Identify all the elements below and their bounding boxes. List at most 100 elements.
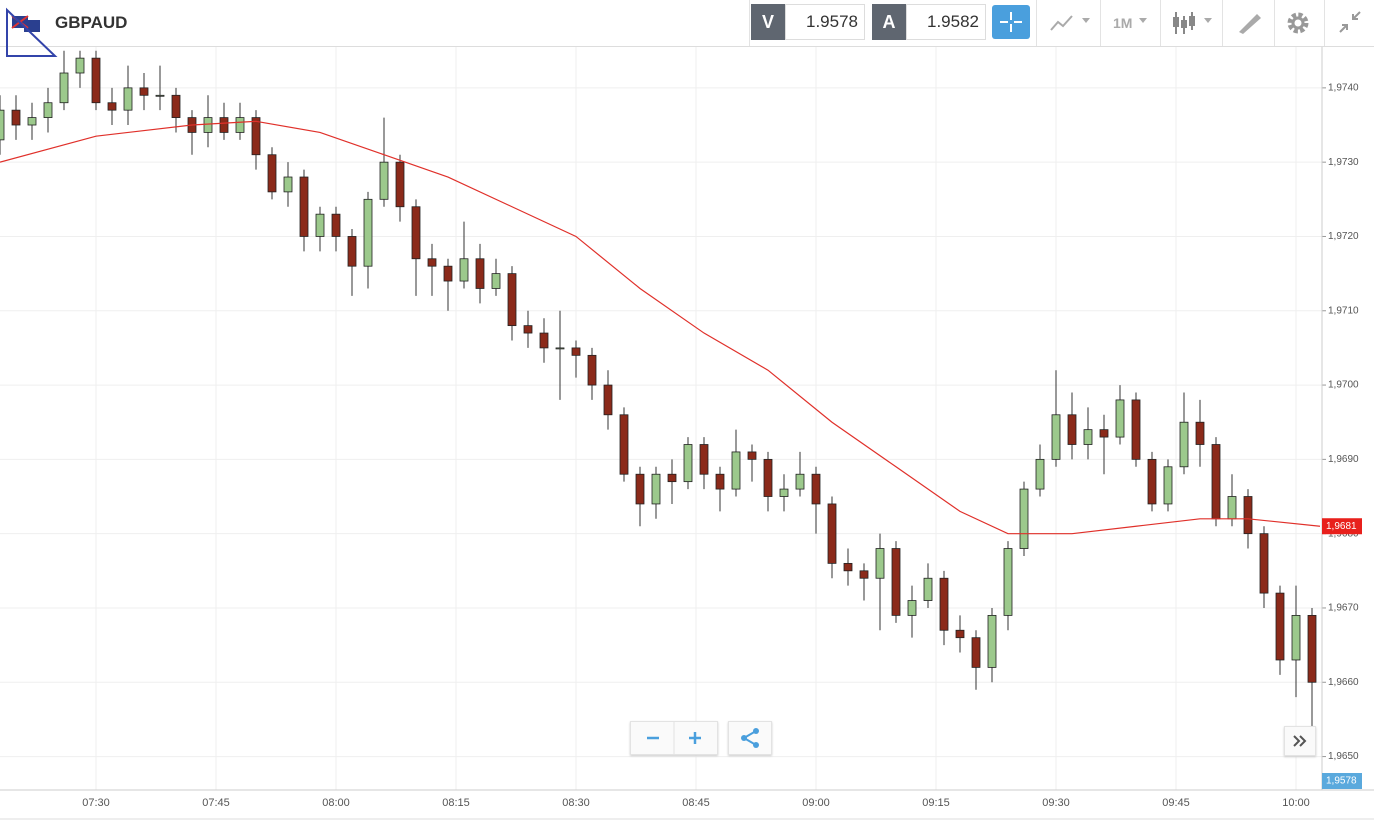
candle-body bbox=[1051, 414, 1061, 460]
candle-body bbox=[75, 57, 85, 74]
indicator-button[interactable] bbox=[1048, 8, 1098, 38]
candle-body bbox=[907, 600, 917, 616]
candle-body bbox=[219, 117, 229, 133]
candle-body bbox=[459, 258, 469, 282]
candle-body bbox=[763, 458, 773, 497]
x-tick-label: 08:00 bbox=[322, 797, 350, 809]
candle-body bbox=[987, 614, 997, 668]
zoom-buttons bbox=[630, 721, 718, 755]
candle-body bbox=[43, 102, 53, 118]
x-tick-label: 09:45 bbox=[1162, 797, 1190, 809]
candle-body bbox=[203, 117, 213, 133]
candle-body bbox=[843, 562, 853, 572]
bid-tag-label: 1,9578 bbox=[1326, 776, 1357, 787]
y-tick-label: 1,9700 bbox=[1328, 380, 1359, 391]
candle-body bbox=[555, 347, 565, 350]
candle-body bbox=[955, 629, 965, 639]
candle-body bbox=[875, 548, 885, 579]
x-tick-label: 07:45 bbox=[202, 797, 230, 809]
candle-body bbox=[827, 503, 837, 564]
candle-body bbox=[91, 57, 101, 104]
timeframe-arrow[interactable] bbox=[1138, 17, 1152, 27]
candle-body bbox=[1163, 466, 1173, 505]
candle-body bbox=[1003, 548, 1013, 616]
candle-body bbox=[651, 473, 661, 505]
buy-price[interactable]: 1.9582 bbox=[906, 4, 986, 40]
y-tick-label: 1,9660 bbox=[1328, 677, 1359, 688]
settings-button[interactable] bbox=[1284, 8, 1314, 38]
share-button[interactable] bbox=[728, 721, 772, 755]
x-tick-label: 08:15 bbox=[442, 797, 470, 809]
y-tick-label: 1,9730 bbox=[1328, 157, 1359, 168]
x-tick-label: 08:45 bbox=[682, 797, 710, 809]
sell-price[interactable]: 1.9578 bbox=[785, 4, 865, 40]
candle-body bbox=[859, 570, 869, 579]
candle-body bbox=[603, 384, 613, 416]
candle-body bbox=[1195, 421, 1205, 445]
candle-body bbox=[699, 444, 709, 475]
candle-body bbox=[1275, 592, 1285, 661]
candle-body bbox=[491, 273, 501, 289]
candle-body bbox=[347, 236, 357, 267]
candle-body bbox=[811, 473, 821, 505]
buy-label[interactable]: A bbox=[872, 4, 906, 40]
y-tick-label: 1,9650 bbox=[1328, 751, 1359, 762]
candle-body bbox=[891, 548, 901, 616]
candle-body bbox=[635, 473, 645, 505]
plot-area bbox=[0, 47, 1374, 790]
x-tick-label: 10:00 bbox=[1282, 797, 1310, 809]
candle-body bbox=[395, 161, 405, 208]
candle-body bbox=[1115, 399, 1125, 438]
candle-body bbox=[1211, 444, 1221, 520]
candle-body bbox=[715, 473, 725, 490]
candle-body bbox=[1307, 614, 1317, 683]
flag-icon[interactable] bbox=[0, 0, 60, 60]
x-tick-label: 09:30 bbox=[1042, 797, 1070, 809]
scroll-end-button[interactable] bbox=[1284, 726, 1316, 756]
candle-body bbox=[299, 176, 309, 237]
candle-body bbox=[411, 206, 421, 260]
x-tick-label: 07:30 bbox=[82, 797, 110, 809]
x-tick-label: 08:30 bbox=[562, 797, 590, 809]
draw-button[interactable] bbox=[1235, 8, 1265, 38]
candle-body bbox=[427, 258, 437, 267]
candle-body bbox=[923, 577, 933, 601]
candle-body bbox=[747, 451, 757, 460]
candle-body bbox=[123, 87, 133, 111]
candle-body bbox=[507, 273, 517, 327]
candle-body bbox=[107, 102, 117, 111]
candle-body bbox=[59, 72, 69, 104]
candle-body bbox=[139, 87, 149, 96]
x-tick-label: 09:15 bbox=[922, 797, 950, 809]
zoom-icons[interactable] bbox=[631, 722, 717, 754]
y-tick-label: 1,9710 bbox=[1328, 305, 1359, 316]
sell-label[interactable]: V bbox=[751, 4, 785, 40]
candle-body bbox=[587, 354, 597, 386]
moving-average bbox=[0, 120, 1321, 535]
toolbar: GBPAUD V 1.9578 A 1.9582 1M bbox=[0, 0, 1374, 57]
ma-price-tag bbox=[1322, 518, 1362, 535]
crosshair-button[interactable] bbox=[992, 5, 1030, 39]
symbol: GBPAUD bbox=[55, 13, 128, 32]
candle-body bbox=[971, 637, 981, 668]
candle-body bbox=[667, 473, 677, 483]
candle-body bbox=[1067, 414, 1077, 445]
candle-body bbox=[1035, 458, 1045, 490]
candle-body bbox=[267, 154, 277, 193]
candle-body bbox=[475, 258, 485, 289]
collapse-button[interactable] bbox=[1336, 8, 1366, 38]
candle-body bbox=[251, 117, 261, 156]
candle-body bbox=[1227, 496, 1237, 520]
timeframe[interactable]: 1M bbox=[1113, 15, 1133, 31]
bid-tag bbox=[1322, 773, 1362, 789]
candle-body bbox=[683, 444, 693, 483]
candle-body bbox=[155, 94, 165, 97]
candle-body bbox=[331, 213, 341, 237]
candle-body bbox=[619, 414, 629, 475]
candle-body bbox=[1243, 496, 1253, 535]
y-tick-label: 1,9720 bbox=[1328, 231, 1359, 242]
candle-body bbox=[1099, 429, 1109, 438]
candle-body bbox=[11, 109, 21, 126]
candle-body bbox=[315, 213, 325, 237]
chart-type-button[interactable] bbox=[1170, 8, 1220, 38]
